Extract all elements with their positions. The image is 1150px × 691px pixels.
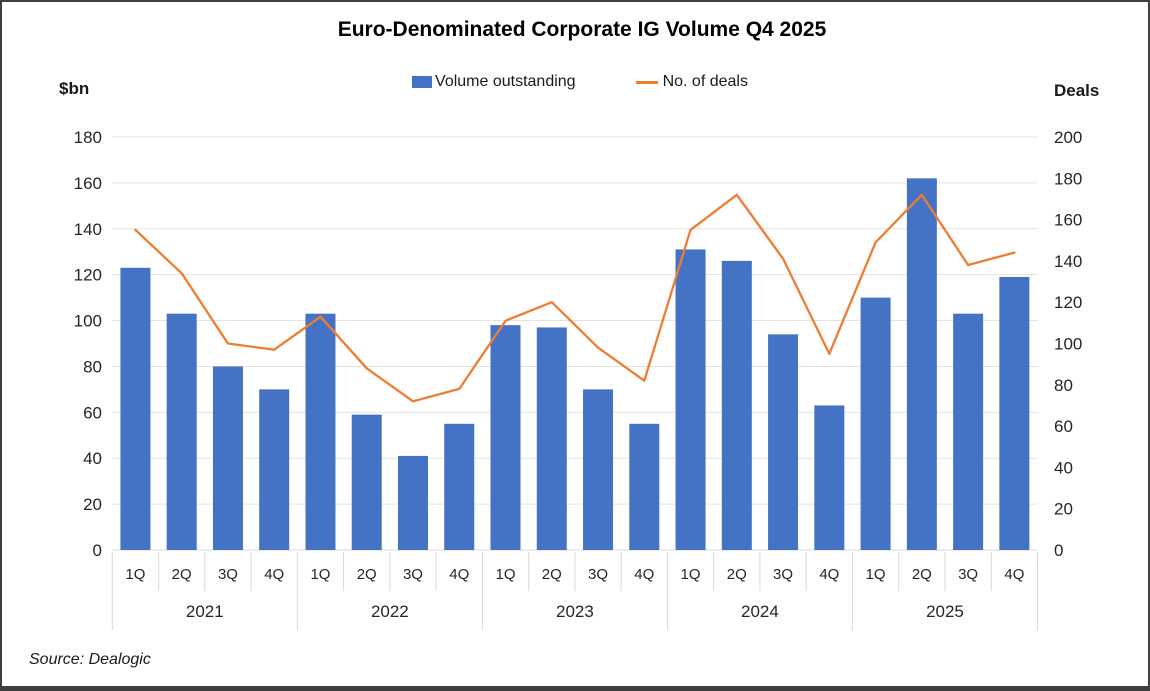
quarter-label: 3Q	[773, 566, 793, 583]
left-axis-tick-160: 160	[74, 174, 102, 193]
left-axis-tick-140: 140	[74, 220, 102, 239]
bar-2025-3Q	[953, 313, 984, 550]
quarter-label: 4Q	[634, 566, 654, 583]
legend-label-volume: Volume outstanding	[435, 73, 576, 90]
left-axis-unit-label: $bn	[59, 79, 90, 98]
right-axis-tick-180: 180	[1054, 169, 1082, 188]
bar-2024-1Q	[675, 249, 706, 550]
quarter-label: 4Q	[1004, 566, 1024, 583]
left-axis-tick-40: 40	[83, 449, 102, 468]
bar-2022-2Q	[351, 414, 382, 550]
quarter-label: 1Q	[125, 566, 145, 583]
left-axis-tick-120: 120	[74, 266, 102, 285]
quarter-label: 3Q	[218, 566, 238, 583]
bar-2021-4Q	[259, 389, 290, 550]
right-axis-unit-label: Deals	[1054, 81, 1100, 100]
bar-2023-3Q	[583, 389, 614, 550]
bar-2021-3Q	[212, 366, 243, 550]
legend-item-deals: No. of deals	[635, 73, 748, 91]
year-label-2022: 2022	[371, 602, 409, 621]
legend-label-deals: No. of deals	[662, 73, 748, 90]
bar-series-swatch-icon	[412, 76, 433, 88]
bar-2022-4Q	[444, 423, 475, 550]
left-axis-tick-180: 180	[74, 128, 102, 147]
quarter-label: 1Q	[310, 566, 330, 583]
bar-2023-4Q	[629, 423, 660, 550]
source-note: Source: Dealogic	[29, 651, 151, 668]
bar-2025-2Q	[906, 178, 937, 551]
right-axis-tick-20: 20	[1054, 500, 1073, 519]
bar-2025-4Q	[999, 276, 1030, 550]
right-axis-tick-40: 40	[1054, 458, 1073, 477]
right-axis-tick-200: 200	[1054, 128, 1082, 147]
bar-2022-1Q	[305, 313, 336, 550]
left-axis-tick-80: 80	[83, 357, 102, 376]
right-axis-tick-100: 100	[1054, 335, 1082, 354]
deals-line	[134, 193, 1016, 403]
chart-title: Euro-Denominated Corporate IG Volume Q4 …	[337, 18, 827, 41]
legend: Volume outstanding No. of deals	[2, 73, 1148, 91]
quarter-label: 2Q	[727, 566, 747, 583]
year-label-2023: 2023	[556, 602, 594, 621]
quarter-label: 1Q	[681, 566, 701, 583]
legend-item-volume: Volume outstanding	[412, 73, 576, 91]
quarter-label: 3Q	[403, 566, 423, 583]
bar-2022-3Q	[397, 455, 428, 550]
bar-2024-3Q	[768, 334, 799, 550]
left-axis-tick-20: 20	[83, 495, 102, 514]
right-axis-tick-140: 140	[1054, 252, 1082, 271]
quarter-label: 4Q	[264, 566, 284, 583]
left-axis-tick-0: 0	[93, 541, 102, 560]
right-axis-tick-80: 80	[1054, 376, 1073, 395]
quarter-label: 3Q	[958, 566, 978, 583]
year-label-2025: 2025	[926, 602, 964, 621]
bar-2021-1Q	[120, 267, 151, 550]
quarter-label: 1Q	[866, 566, 886, 583]
line-series-swatch-icon	[635, 80, 658, 84]
quarter-label: 1Q	[496, 566, 516, 583]
quarter-label: 2Q	[357, 566, 377, 583]
bar-2021-2Q	[166, 313, 197, 550]
right-axis-tick-0: 0	[1054, 541, 1063, 560]
right-axis-tick-160: 160	[1054, 211, 1082, 230]
year-label-2021: 2021	[186, 602, 224, 621]
quarter-label: 4Q	[819, 566, 839, 583]
quarter-label: 2Q	[542, 566, 562, 583]
quarter-label: 4Q	[449, 566, 469, 583]
left-axis-tick-60: 60	[83, 403, 102, 422]
left-axis-tick-100: 100	[74, 312, 102, 331]
bar-2023-1Q	[490, 325, 521, 550]
year-label-2024: 2024	[741, 602, 779, 621]
quarter-label: 2Q	[172, 566, 192, 583]
bar-2025-1Q	[860, 297, 891, 550]
bar-2023-2Q	[536, 327, 567, 550]
bar-2024-4Q	[814, 405, 845, 550]
quarter-label: 3Q	[588, 566, 608, 583]
bar-2024-2Q	[721, 260, 752, 550]
quarter-label: 2Q	[912, 566, 932, 583]
right-axis-tick-60: 60	[1054, 417, 1073, 436]
right-axis-tick-120: 120	[1054, 293, 1082, 312]
